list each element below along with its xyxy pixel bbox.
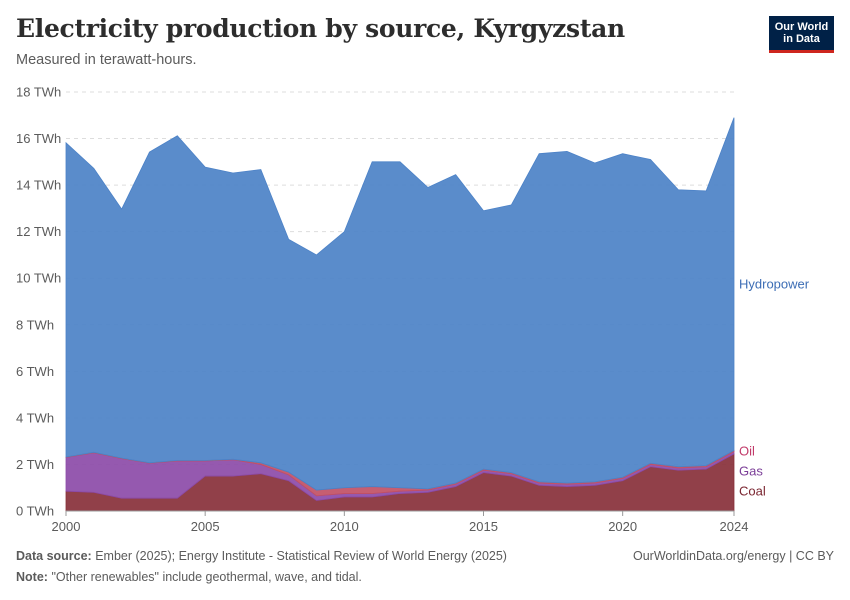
y-tick-label: 12 TWh (16, 224, 61, 239)
series-label-coal: Coal (739, 484, 766, 499)
data-source: Data source: Ember (2025); Energy Instit… (16, 549, 507, 563)
logo-line-2: in Data (783, 33, 820, 45)
chart-note: Note: "Other renewables" include geother… (16, 570, 362, 584)
series-areas (65, 117, 735, 512)
y-tick-label: 6 TWh (16, 364, 54, 379)
x-tick-label: 2020 (608, 519, 637, 534)
y-tick-label: 18 TWh (16, 85, 61, 100)
x-tick-label: 2005 (191, 519, 220, 534)
x-tick-label: 2000 (52, 519, 81, 534)
y-tick-label: 14 TWh (16, 178, 61, 193)
data-source-label: Data source: (16, 549, 92, 563)
y-tick-label: 0 TWh (16, 504, 54, 519)
series-label-hydropower: Hydropower (739, 277, 810, 292)
owid-logo[interactable]: Our World in Data (769, 16, 834, 53)
y-tick-label: 4 TWh (16, 410, 54, 425)
chart-subtitle: Measured in terawatt-hours. (16, 52, 197, 68)
series-label-oil: Oil (739, 444, 755, 459)
logo-line-1: Our World (774, 21, 829, 33)
area-hydropower[interactable] (65, 117, 735, 491)
y-tick-label: 10 TWh (16, 271, 61, 286)
chart-title: Electricity production by source, Kyrgyz… (16, 14, 625, 43)
y-tick-label: 16 TWh (16, 131, 61, 146)
series-labels: Hydropower Oil Gas Coal (739, 277, 810, 499)
y-tick-label: 2 TWh (16, 457, 54, 472)
x-tick-label: 2015 (469, 519, 498, 534)
y-tick-label: 8 TWh (16, 317, 54, 332)
x-tick-label: 2010 (330, 519, 359, 534)
license-link[interactable]: OurWorldinData.org/energy | CC BY (632, 549, 834, 563)
series-label-gas: Gas (739, 464, 763, 479)
data-source-text[interactable]: Ember (2025); Energy Institute - Statist… (95, 549, 507, 563)
note-label: Note: (16, 570, 48, 584)
note-text: "Other renewables" include geothermal, w… (51, 570, 362, 584)
axes: 0 TWh 2 TWh 4 TWh 6 TWh 8 TWh 10 TWh 12 TWh 14 … (16, 85, 748, 535)
x-tick-label: 2024 (720, 519, 749, 534)
